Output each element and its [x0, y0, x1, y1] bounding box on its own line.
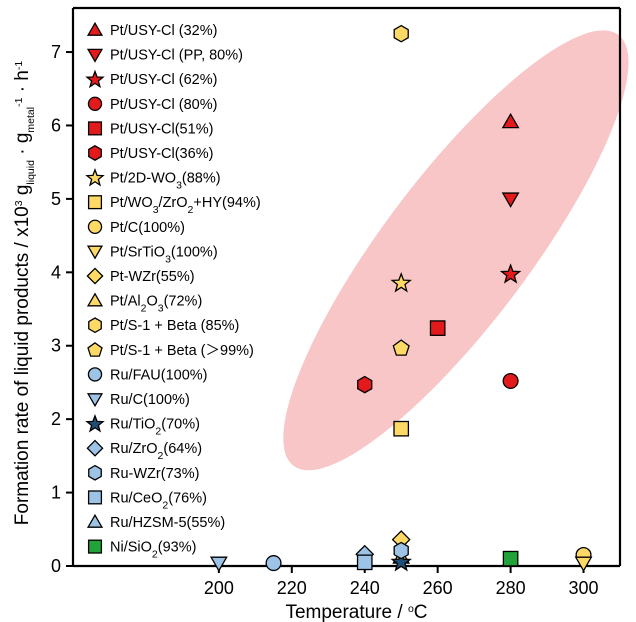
- data-point-s21-p0: [502, 550, 519, 567]
- legend-label-14: Ru/FAU(100%): [110, 367, 208, 383]
- legend-label-3: Pt/USY-Cl (80%): [110, 97, 217, 113]
- legend-label-21: Ni/SiO2(93%): [110, 540, 196, 561]
- legend-label-15: Ru/C(100%): [110, 392, 190, 408]
- legend-marker-18: [88, 464, 102, 481]
- data-point-s0-p0: [501, 112, 520, 129]
- legend-label-1: Pt/USY-Cl (PP, 80%): [110, 48, 243, 64]
- legend-label-10: Pt-WZr(55%): [110, 269, 195, 285]
- legend-marker-14: [87, 367, 103, 382]
- data-point-s19-p0: [356, 554, 373, 571]
- legend-label-13: Pt/S-1 + Beta (＞99%): [110, 343, 254, 359]
- y-tick-label: 0: [51, 556, 61, 576]
- legend-label-11: Pt/Al2O3(72%): [110, 294, 202, 315]
- data-point-s7-p0: [393, 420, 410, 437]
- legend-marker-13: [87, 342, 103, 357]
- x-tick-label: 200: [204, 578, 234, 598]
- y-tick-label: 7: [51, 42, 61, 62]
- data-point-s9-p0: [574, 556, 593, 573]
- y-tick-label: 2: [51, 409, 61, 429]
- legend-label-19: Ru/CeO2(76%): [110, 490, 207, 511]
- legend-label-2: Pt/USY-Cl (62%): [110, 72, 217, 88]
- x-tick-label: 280: [496, 578, 526, 598]
- legend-marker-15: [86, 393, 104, 408]
- y-tick-label: 6: [51, 115, 61, 135]
- data-point-s4-p0: [429, 320, 446, 336]
- y-tick-label: 3: [51, 336, 61, 356]
- x-tick-label: 300: [569, 578, 599, 598]
- legend-label-0: Pt/USY-Cl (32%): [110, 23, 217, 39]
- legend-label-17: Ru/ZrO2(64%): [110, 441, 202, 462]
- legend-marker-4: [87, 121, 103, 136]
- x-tick-label: 260: [423, 578, 453, 598]
- legend-label-8: Pt/C(100%): [110, 220, 185, 236]
- legend-marker-16: [85, 413, 105, 433]
- legend-label-12: Pt/S-1 + Beta (85%): [110, 318, 239, 334]
- highlight-ellipse: [283, 30, 629, 471]
- data-point-s15-p0: [209, 556, 228, 573]
- x-tick-label: 220: [277, 578, 307, 598]
- data-point-s6-p0: [390, 272, 412, 293]
- legend-label-16: Ru/TiO2(70%): [110, 417, 200, 438]
- data-point-s12-p0: [393, 24, 409, 43]
- data-point-s16-p0: [390, 551, 412, 572]
- y-tick-label: 1: [51, 483, 61, 503]
- data-point-s2-p0: [499, 263, 522, 284]
- legend-marker-2: [85, 69, 105, 89]
- legend-marker-10: [86, 267, 104, 285]
- data-point-s3-p0: [502, 372, 519, 390]
- data-point-s18-p0: [393, 541, 409, 560]
- data-point-s14-p0: [265, 555, 282, 572]
- x-tick-label: 240: [350, 578, 380, 598]
- legend-marker-19: [87, 490, 103, 505]
- legend-label-18: Ru-WZr(73%): [110, 466, 199, 482]
- data-point-s1-p0: [501, 192, 520, 208]
- legend-marker-21: [87, 539, 103, 554]
- y-tick-label: 4: [51, 262, 61, 282]
- y-tick-label: 5: [51, 189, 61, 209]
- legend-marker-6: [85, 167, 105, 187]
- legend-label-9: Pt/SrTiO3(100%): [110, 244, 218, 265]
- legend-label-4: Pt/USY-Cl(51%): [110, 121, 213, 137]
- legend-marker-7: [87, 195, 103, 210]
- legend-marker-1: [86, 48, 104, 63]
- x-axis-title: Temperature / oC: [285, 602, 427, 622]
- legend-label-5: Pt/USY-Cl(36%): [110, 146, 213, 162]
- legend-marker-5: [88, 145, 102, 161]
- legend-marker-9: [86, 245, 104, 260]
- legend-marker-0: [86, 21, 104, 36]
- data-point-s5-p0: [357, 375, 373, 394]
- y-axis-title: Formation rate of liquid products / x103…: [12, 61, 37, 526]
- legend-label-7: Pt/WO3/ZrO2+HY(94%): [110, 195, 261, 216]
- legend-marker-17: [86, 439, 104, 457]
- data-point-s13-p0: [392, 339, 410, 356]
- legend-label-6: Pt/2D-WO3(88%): [110, 171, 221, 192]
- legend-marker-11: [86, 292, 104, 307]
- legend-label-20: Ru/HZSM-5(55%): [110, 515, 225, 531]
- legend-marker-3: [87, 96, 103, 112]
- legend-marker-12: [88, 317, 102, 334]
- legend-marker-20: [86, 513, 104, 528]
- legend-marker-8: [87, 219, 103, 235]
